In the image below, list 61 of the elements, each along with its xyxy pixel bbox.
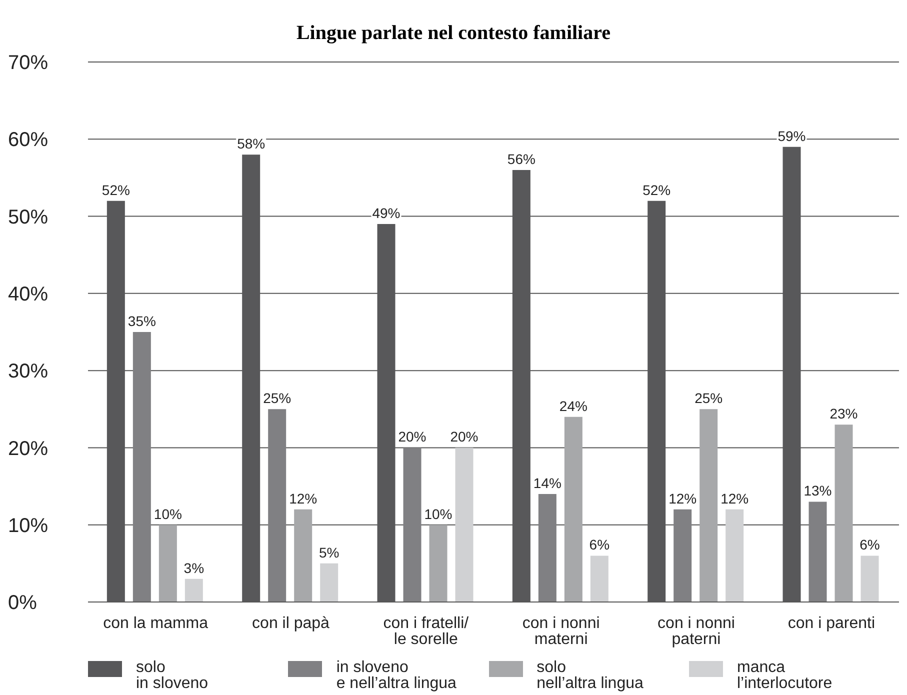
y-tick-label: 60% [8,129,48,152]
data-label: 3% [184,560,204,576]
x-tick-label: con i parenti [788,615,876,632]
bar [268,409,286,602]
y-tick-label: 50% [8,206,48,228]
x-tick-label: con i nonni paterni [658,615,735,648]
data-label: 23% [830,406,858,422]
bar [860,556,879,602]
legend-label: manca l’interlocutore [736,659,832,692]
legend-label: in sloveno e nell’altra lingua [336,659,456,692]
bar [564,416,582,602]
data-label: 25% [263,390,292,406]
bar [294,509,312,602]
bar [429,524,448,602]
bar [834,424,853,602]
bar [132,332,151,602]
x-tick-label: con i fratelli/ le sorelle [383,615,470,648]
data-label: 14% [533,475,562,491]
data-label: 59% [778,128,806,144]
chart-title: Lingue parlate nel contesto familiare [295,21,612,46]
x-tick-label: con i nonni materni [522,615,600,648]
legend-label: solo nell’altra lingua [536,659,644,692]
bar [184,578,203,602]
y-tick-label: 30% [8,360,48,383]
data-label: 20% [450,428,478,445]
data-label: 56% [507,151,536,167]
data-label: 35% [128,313,156,329]
data-label: 6% [589,536,610,553]
bar [320,563,338,602]
data-label: 10% [154,506,182,522]
y-tick-label: 0% [8,592,38,614]
data-label: 52% [642,182,671,198]
bar [455,448,474,602]
data-label: 58% [237,136,266,152]
x-tick-label: con la mamma [103,615,208,632]
bar [700,409,718,602]
data-label: 20% [398,428,426,445]
data-label: 10% [424,506,452,522]
data-label: 24% [559,398,588,414]
y-tick-label: 40% [8,284,48,306]
data-label: 12% [720,490,749,506]
data-label: 52% [102,182,130,198]
data-label: 12% [668,490,697,506]
data-label: 13% [804,482,832,499]
x-tick-label: con il papà [252,615,330,632]
y-tick-label: 10% [8,514,48,537]
data-label: 49% [372,205,400,221]
legend-label: solo in sloveno [136,659,208,692]
bar [726,509,744,602]
data-label: 12% [289,490,318,506]
bar [538,494,556,602]
bar [403,448,422,602]
bar [158,524,177,602]
data-label: 25% [694,390,723,406]
bar [674,509,692,602]
y-tick-label: 20% [8,438,48,460]
data-label: 6% [860,536,880,553]
bar [808,502,827,602]
y-tick-label: 70% [8,52,48,74]
bar [590,556,608,602]
data-label: 5% [318,544,340,560]
